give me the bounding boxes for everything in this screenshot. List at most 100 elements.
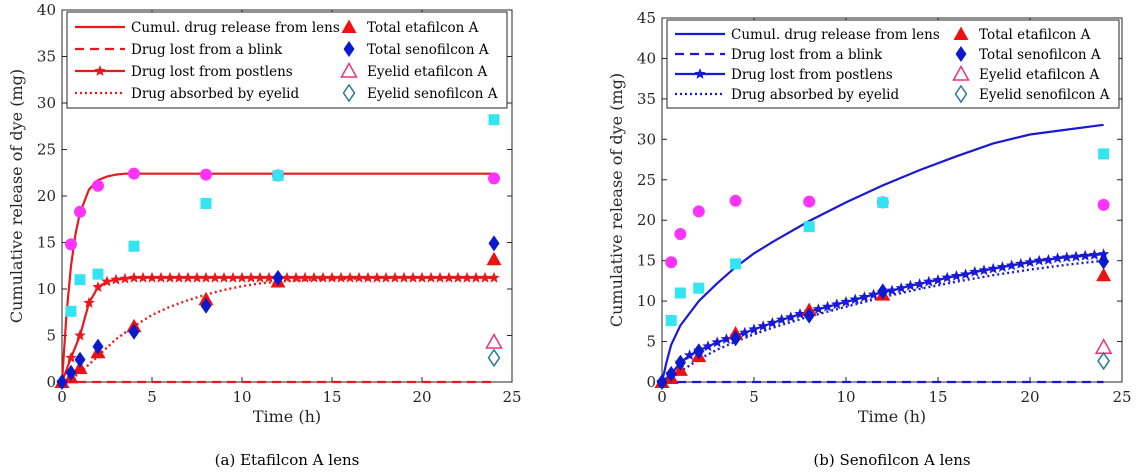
- postlens-star-point: [821, 300, 834, 312]
- series-drug-absorbed-by-eyelid: [61, 276, 494, 384]
- magenta-circle-point: [729, 194, 742, 207]
- postlens-star-point: [683, 349, 696, 361]
- legend-label: Drug lost from a blink: [731, 47, 883, 63]
- x-tick-label: 5: [147, 388, 157, 406]
- postlens-star-point: [218, 271, 230, 283]
- cyan-square-point: [877, 196, 889, 208]
- y-tick-label: 5: [646, 333, 656, 351]
- series-cumul-drug-release-from-lens: [660, 123, 1104, 383]
- x-tick-label: 15: [928, 388, 947, 406]
- total-senofilcon-a-point: [272, 269, 284, 286]
- postlens-star-point: [849, 293, 861, 305]
- postlens-star-point: [254, 271, 266, 283]
- postlens-star-point: [1015, 257, 1027, 269]
- legend-swatch-marker: [343, 41, 355, 57]
- eyelid-senofilcon-a-point: [487, 348, 501, 368]
- postlens-star-point: [886, 284, 898, 296]
- y-tick-label: 5: [46, 327, 56, 345]
- postlens-star-point: [794, 308, 806, 319]
- postlens-star-point: [101, 275, 113, 287]
- legend-swatch-marker: [342, 83, 356, 103]
- postlens-star-point: [317, 271, 329, 283]
- x-axis-label: Time (h): [858, 407, 926, 426]
- panel-caption: (a) Etafilcon A lens: [215, 451, 360, 469]
- postlens-star-point: [110, 273, 122, 285]
- postlens-star-point: [702, 340, 714, 352]
- y-tick-label: 40: [37, 1, 56, 19]
- total-senofilcon-a-point: [665, 365, 677, 382]
- postlens-star-point: [913, 278, 926, 289]
- postlens-star-point: [941, 271, 953, 283]
- postlens-star-point: [1070, 250, 1082, 262]
- postlens-star-point: [1061, 251, 1073, 263]
- magenta-circle-point: [665, 256, 678, 269]
- total-senofilcon-a-point: [693, 343, 705, 360]
- legend-label: Cumul. drug release from lens: [731, 27, 940, 43]
- cyan-square-point: [488, 114, 500, 126]
- y-tick-label: 25: [637, 171, 656, 189]
- total-senofilcon-a-point: [74, 351, 86, 368]
- postlens-star-point: [959, 268, 972, 280]
- x-tick-label: 25: [502, 388, 521, 406]
- postlens-star-point: [1051, 252, 1064, 264]
- legend-swatch-marker: [340, 61, 358, 78]
- y-tick-label: 30: [37, 94, 56, 112]
- panel-b-senofilcon: 0 5 10 15 20 25 0 5 10 15 20 25 30 35 40 45 Time (h) Cumu…: [607, 9, 1132, 469]
- postlens-star-point: [1005, 259, 1018, 271]
- cyan-square-point: [730, 258, 742, 270]
- total-senofilcon-a-point: [730, 330, 742, 347]
- cyan-square-point: [693, 282, 705, 294]
- x-tick-label: 10: [836, 388, 855, 406]
- legend-label: Eyelid senofilcon A: [367, 86, 498, 102]
- cyan-square-point: [665, 315, 677, 327]
- postlens-star-point: [1033, 254, 1045, 266]
- y-tick-label: 10: [637, 292, 656, 310]
- postlens-star-point: [335, 271, 347, 283]
- postlens-star-point: [720, 333, 733, 344]
- postlens-star-point: [299, 271, 311, 283]
- postlens-star-point: [969, 266, 981, 277]
- legend-label: Eyelid senofilcon A: [979, 87, 1110, 103]
- postlens-star-point: [92, 281, 104, 292]
- total-senofilcon-a-point: [488, 235, 500, 252]
- postlens-star-point: [711, 336, 723, 348]
- postlens-star-point: [775, 313, 788, 325]
- total-senofilcon-a-point: [200, 297, 212, 314]
- cyan-square-point: [200, 197, 212, 209]
- cyan-square-point: [674, 287, 686, 299]
- postlens-star-point: [74, 329, 86, 341]
- total-etafilcon-a-point: [486, 251, 502, 266]
- cyan-square-point: [128, 240, 140, 252]
- y-tick-label: 15: [637, 252, 656, 270]
- postlens-star-point: [227, 271, 239, 283]
- y-tick-label: 0: [646, 373, 656, 391]
- postlens-star-point: [1024, 256, 1036, 268]
- postlens-star-point: [416, 271, 428, 283]
- postlens-star-point: [1042, 253, 1055, 265]
- magenta-circle-point: [488, 172, 500, 185]
- series-drug-lost-from-postlens: [60, 276, 494, 383]
- legend-label: Total senofilcon A: [979, 47, 1101, 63]
- postlens-star-point: [1079, 249, 1091, 261]
- postlens-star-point: [840, 295, 852, 307]
- y-tick-label: 15: [37, 234, 56, 252]
- total-etafilcon-a-point: [1096, 267, 1112, 282]
- postlens-star-point: [155, 271, 167, 283]
- x-tick-label: 20: [1020, 388, 1039, 406]
- x-tick-label: 5: [749, 388, 759, 406]
- postlens-star-point: [831, 298, 843, 310]
- postlens-star-point: [978, 264, 990, 276]
- legend-label: Drug absorbed by eyelid: [131, 86, 299, 102]
- magenta-circle-point: [74, 205, 86, 218]
- postlens-star-point: [923, 275, 935, 287]
- y-axis-label: Cumulative release of dye (mg): [7, 69, 26, 323]
- magenta-circle-point: [128, 167, 140, 180]
- postlens-star-point: [895, 282, 907, 293]
- y-tick-label: 0: [46, 373, 56, 391]
- postlens-star-point: [164, 271, 176, 283]
- postlens-star-point: [470, 271, 482, 283]
- y-tick-label: 25: [37, 141, 56, 159]
- y-tick-label: 10: [37, 280, 56, 298]
- postlens-star-point: [452, 271, 464, 283]
